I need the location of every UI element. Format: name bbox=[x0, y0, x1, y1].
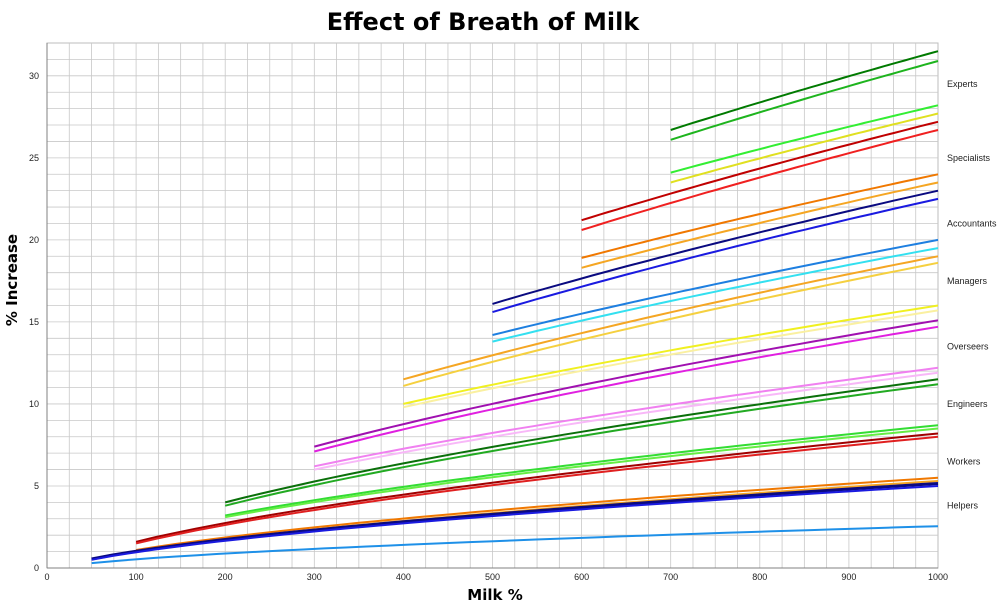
series-line: Experts A bbox=[670, 50, 939, 131]
series-line: Specialists C bbox=[581, 120, 939, 222]
group-label: Helpers bbox=[947, 501, 979, 511]
x-tick-label: 0 bbox=[44, 572, 49, 582]
series-line: Specialists A bbox=[670, 104, 939, 174]
series-line: Experts B bbox=[670, 60, 939, 141]
series-line: Workers C bbox=[135, 432, 939, 543]
x-tick-label: 800 bbox=[752, 572, 767, 582]
series-line: Overseers A bbox=[403, 304, 939, 405]
series-group: Experts AExperts BSpecialists ASpecialis… bbox=[91, 50, 939, 565]
x-axis-title: Milk % bbox=[467, 586, 522, 604]
y-tick-label: 5 bbox=[34, 481, 39, 491]
axes: 0 100 200 300 400 500 600 700 800 900 1000 0 5 10 15 20… bbox=[29, 43, 948, 582]
series-line: Accountants A bbox=[581, 173, 939, 259]
x-tick-label: 900 bbox=[841, 572, 856, 582]
series-line: Accountants B bbox=[581, 181, 939, 269]
group-label: Accountants bbox=[947, 218, 997, 228]
y-tick-label: 25 bbox=[29, 153, 39, 163]
x-tick-label: 300 bbox=[307, 572, 322, 582]
series-line: Workers A bbox=[225, 424, 939, 517]
series-line: Workers D bbox=[135, 435, 939, 545]
x-tick-label: 1000 bbox=[928, 572, 948, 582]
group-label: Specialists bbox=[947, 153, 991, 163]
series-line: Specialists D bbox=[581, 129, 939, 231]
group-label: Managers bbox=[947, 276, 988, 286]
series-line: Overseers C bbox=[314, 319, 939, 448]
x-tick-label: 500 bbox=[485, 572, 500, 582]
series-line: Managers C bbox=[403, 255, 939, 381]
x-tick-label: 400 bbox=[396, 572, 411, 582]
group-label: Overseers bbox=[947, 342, 989, 352]
y-axis-title: % Increase bbox=[3, 234, 21, 326]
series-line: Engineers D bbox=[224, 383, 939, 507]
series-line: Helpers E bbox=[91, 525, 939, 565]
group-labels: Experts Specialists Accountants Managers Ove… bbox=[947, 79, 997, 511]
y-tick-label: 10 bbox=[29, 399, 39, 409]
series-line: Accountants C bbox=[492, 189, 939, 305]
series-line: Managers D bbox=[403, 261, 939, 387]
group-label: Engineers bbox=[947, 399, 988, 409]
x-tick-label: 100 bbox=[129, 572, 144, 582]
series-line: Managers A bbox=[492, 238, 939, 336]
series-line: Engineers A bbox=[314, 366, 939, 468]
series-line: Helpers D bbox=[91, 485, 939, 561]
x-tick-label: 700 bbox=[663, 572, 678, 582]
group-label: Experts bbox=[947, 79, 978, 89]
x-tick-label: 200 bbox=[218, 572, 233, 582]
series-line: Managers B bbox=[492, 247, 939, 343]
y-tick-label: 30 bbox=[29, 71, 39, 81]
y-tick-label: 20 bbox=[29, 235, 39, 245]
y-tick-label: 0 bbox=[34, 563, 39, 573]
group-label: Workers bbox=[947, 456, 981, 466]
series-line: Accountants D bbox=[492, 197, 939, 314]
series-line: Engineers C bbox=[224, 378, 939, 504]
series-line: Overseers B bbox=[403, 309, 939, 409]
series-line: Engineers B bbox=[314, 371, 939, 471]
series-line: Helpers C bbox=[91, 482, 939, 561]
grid bbox=[46, 42, 939, 569]
x-tick-label: 600 bbox=[574, 572, 589, 582]
y-tick-label: 15 bbox=[29, 317, 39, 327]
chart-title: Effect of Breath of Milk bbox=[327, 8, 641, 36]
series-line: Specialists B bbox=[670, 112, 939, 184]
series-line: Helpers A bbox=[135, 476, 939, 551]
series-line: Workers B bbox=[225, 427, 939, 519]
series-line: Overseers D bbox=[314, 325, 939, 453]
